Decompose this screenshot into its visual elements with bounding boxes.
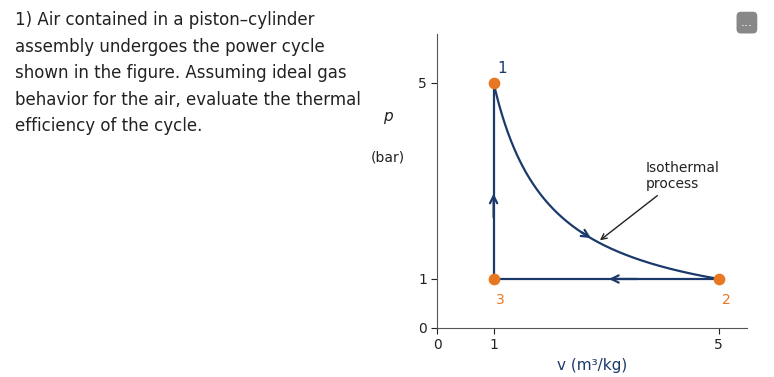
Point xyxy=(488,276,500,282)
Text: 3: 3 xyxy=(496,293,505,307)
Point xyxy=(713,276,725,282)
X-axis label: v (m³/kg): v (m³/kg) xyxy=(557,358,627,373)
Text: Isothermal
process: Isothermal process xyxy=(601,161,720,239)
Text: 1) Air contained in a piston–cylinder
assembly undergoes the power cycle
shown i: 1) Air contained in a piston–cylinder as… xyxy=(15,11,361,135)
Text: (bar): (bar) xyxy=(371,150,405,164)
Text: p: p xyxy=(383,109,392,124)
Point xyxy=(488,80,500,86)
Text: ...: ... xyxy=(741,16,753,29)
Text: 2: 2 xyxy=(721,293,731,307)
Text: 1: 1 xyxy=(498,61,507,76)
